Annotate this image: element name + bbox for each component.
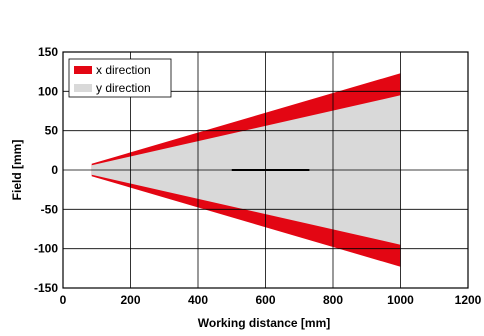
y-tick-labels: 150 100 50 0 -50 -100 -150 xyxy=(34,45,58,295)
x-tick-label: 800 xyxy=(323,293,343,307)
y-tick-label: 100 xyxy=(38,84,58,98)
y-tick-label: 150 xyxy=(38,45,58,59)
legend-swatch-y-direction xyxy=(74,84,92,92)
x-tick-label: 1200 xyxy=(455,293,482,307)
y-tick-label: 0 xyxy=(51,163,58,177)
x-tick-label: 1000 xyxy=(387,293,414,307)
x-tick-label: 0 xyxy=(60,293,67,307)
x-tick-label: 200 xyxy=(120,293,140,307)
x-tick-labels: 0 200 400 600 800 1000 1200 xyxy=(60,293,482,307)
y-tick-label: -100 xyxy=(34,242,58,256)
x-tick-label: 400 xyxy=(188,293,208,307)
y-tick-label: -150 xyxy=(34,281,58,295)
legend-label-y-direction: y direction xyxy=(96,81,151,95)
plot-frame xyxy=(62,51,469,289)
y-axis-label: Field [mm] xyxy=(10,140,24,201)
legend-swatch-x-direction xyxy=(74,66,92,74)
legend: x direction y direction xyxy=(68,58,172,98)
x-axis-label: Working distance [mm] xyxy=(198,316,330,330)
y-tick-label: -50 xyxy=(41,202,59,216)
legend-label-x-direction: x direction xyxy=(96,63,151,77)
x-tick-label: 600 xyxy=(255,293,275,307)
y-tick-label: 50 xyxy=(45,124,59,138)
